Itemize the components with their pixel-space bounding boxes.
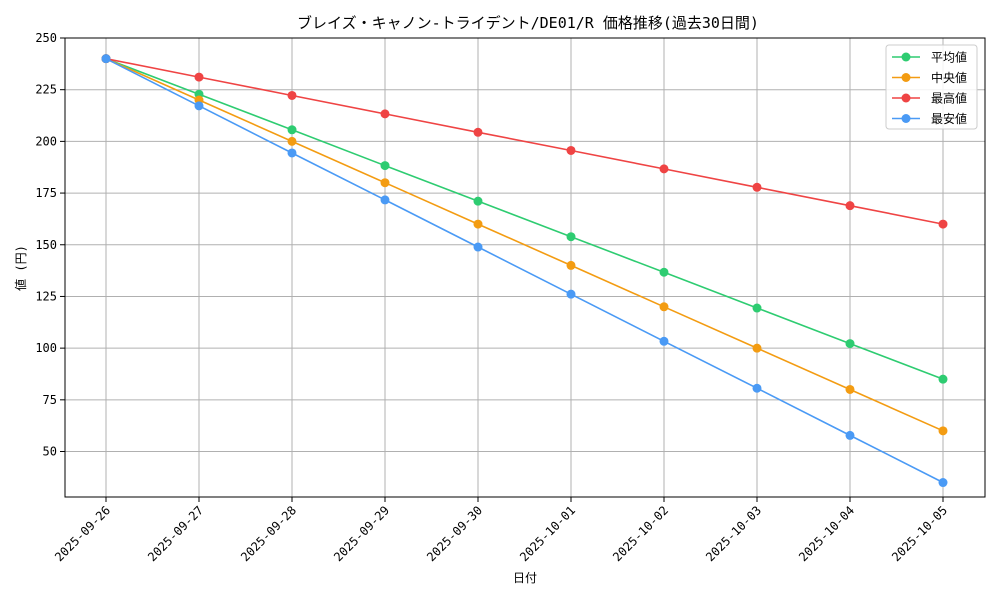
data-point	[566, 260, 576, 270]
series-line	[105, 57, 944, 432]
legend-label: 中央値	[931, 70, 967, 85]
series-最高値	[101, 54, 948, 229]
chart-title: ブレイズ・キャノン-トライデント/DE01/R 価格推移(過去30日間)	[297, 14, 759, 32]
y-tick-label: 200	[35, 134, 57, 148]
x-tick-label: 2025-09-29	[331, 503, 392, 564]
x-tick-label: 2025-10-03	[703, 503, 764, 564]
data-point	[380, 161, 390, 171]
series-line	[105, 57, 944, 225]
legend-label: 最高値	[931, 91, 967, 106]
legend-item: 最高値	[892, 91, 967, 106]
y-tick-label: 250	[35, 31, 57, 45]
legend-marker	[901, 114, 911, 123]
x-tick-label: 2025-10-04	[796, 503, 857, 564]
series-line	[105, 57, 944, 484]
y-tick-label: 175	[35, 186, 57, 200]
x-tick-label: 2025-10-05	[889, 503, 950, 564]
y-tick-label: 50	[43, 445, 57, 459]
legend-item: 平均値	[892, 50, 967, 65]
series-line	[105, 57, 944, 380]
x-tick-label: 2025-10-01	[517, 503, 578, 564]
data-point	[659, 336, 669, 346]
data-point	[752, 343, 762, 353]
plot-area	[64, 37, 986, 498]
data-point	[659, 267, 669, 277]
legend-box	[885, 44, 978, 130]
data-point	[938, 426, 948, 436]
data-point	[845, 201, 855, 211]
x-tick-label: 2025-10-02	[610, 503, 671, 564]
data-point	[566, 232, 576, 242]
x-tick-label: 2025-09-28	[238, 503, 299, 564]
legend-item: 最安値	[892, 111, 967, 126]
data-point	[659, 164, 669, 174]
data-point	[473, 196, 483, 206]
data-point	[845, 339, 855, 349]
data-point	[287, 90, 297, 100]
y-tick-label: 225	[35, 83, 57, 97]
legend-label: 平均値	[931, 50, 967, 65]
data-point	[380, 178, 390, 188]
legend-marker	[901, 73, 911, 82]
data-point	[473, 242, 483, 252]
data-point	[287, 148, 297, 158]
y-axis-title: 値 (円)	[13, 245, 28, 291]
legend-marker	[901, 93, 911, 103]
x-axis: 2025-09-26 2025-09-27 2025-09-28 2025-09-29…	[52, 497, 950, 564]
data-point	[566, 145, 576, 155]
y-axis: 50 75 100 125 150 175 200 225 250	[35, 31, 65, 459]
data-point	[194, 101, 204, 111]
data-point	[194, 72, 204, 82]
data-point	[752, 383, 762, 393]
series-layer	[101, 54, 948, 488]
legend-marker	[901, 52, 911, 62]
x-axis-title: 日付	[513, 571, 537, 585]
data-point	[380, 195, 390, 205]
data-point	[380, 109, 390, 119]
data-point	[287, 136, 297, 146]
data-point	[752, 303, 762, 313]
data-point	[845, 430, 855, 440]
y-tick-label: 150	[35, 238, 57, 252]
legend-item: 中央値	[892, 70, 967, 85]
x-tick-label: 2025-09-26	[52, 503, 113, 564]
data-point	[938, 478, 948, 488]
y-tick-label: 125	[35, 289, 57, 303]
data-point	[101, 54, 111, 64]
data-point	[938, 219, 948, 229]
data-point	[659, 302, 669, 312]
y-tick-label: 75	[43, 393, 57, 407]
data-point	[845, 384, 855, 394]
data-point	[752, 182, 762, 192]
data-point	[938, 374, 948, 384]
y-tick-label: 100	[35, 341, 57, 355]
series-最安値	[101, 54, 948, 488]
x-tick-label: 2025-09-27	[145, 503, 206, 564]
data-point	[566, 289, 576, 299]
data-point	[473, 127, 483, 137]
legend-label: 最安値	[931, 111, 967, 126]
data-point	[287, 125, 297, 135]
series-平均値	[101, 54, 948, 384]
x-tick-label: 2025-09-30	[424, 503, 485, 564]
data-point	[473, 219, 483, 229]
